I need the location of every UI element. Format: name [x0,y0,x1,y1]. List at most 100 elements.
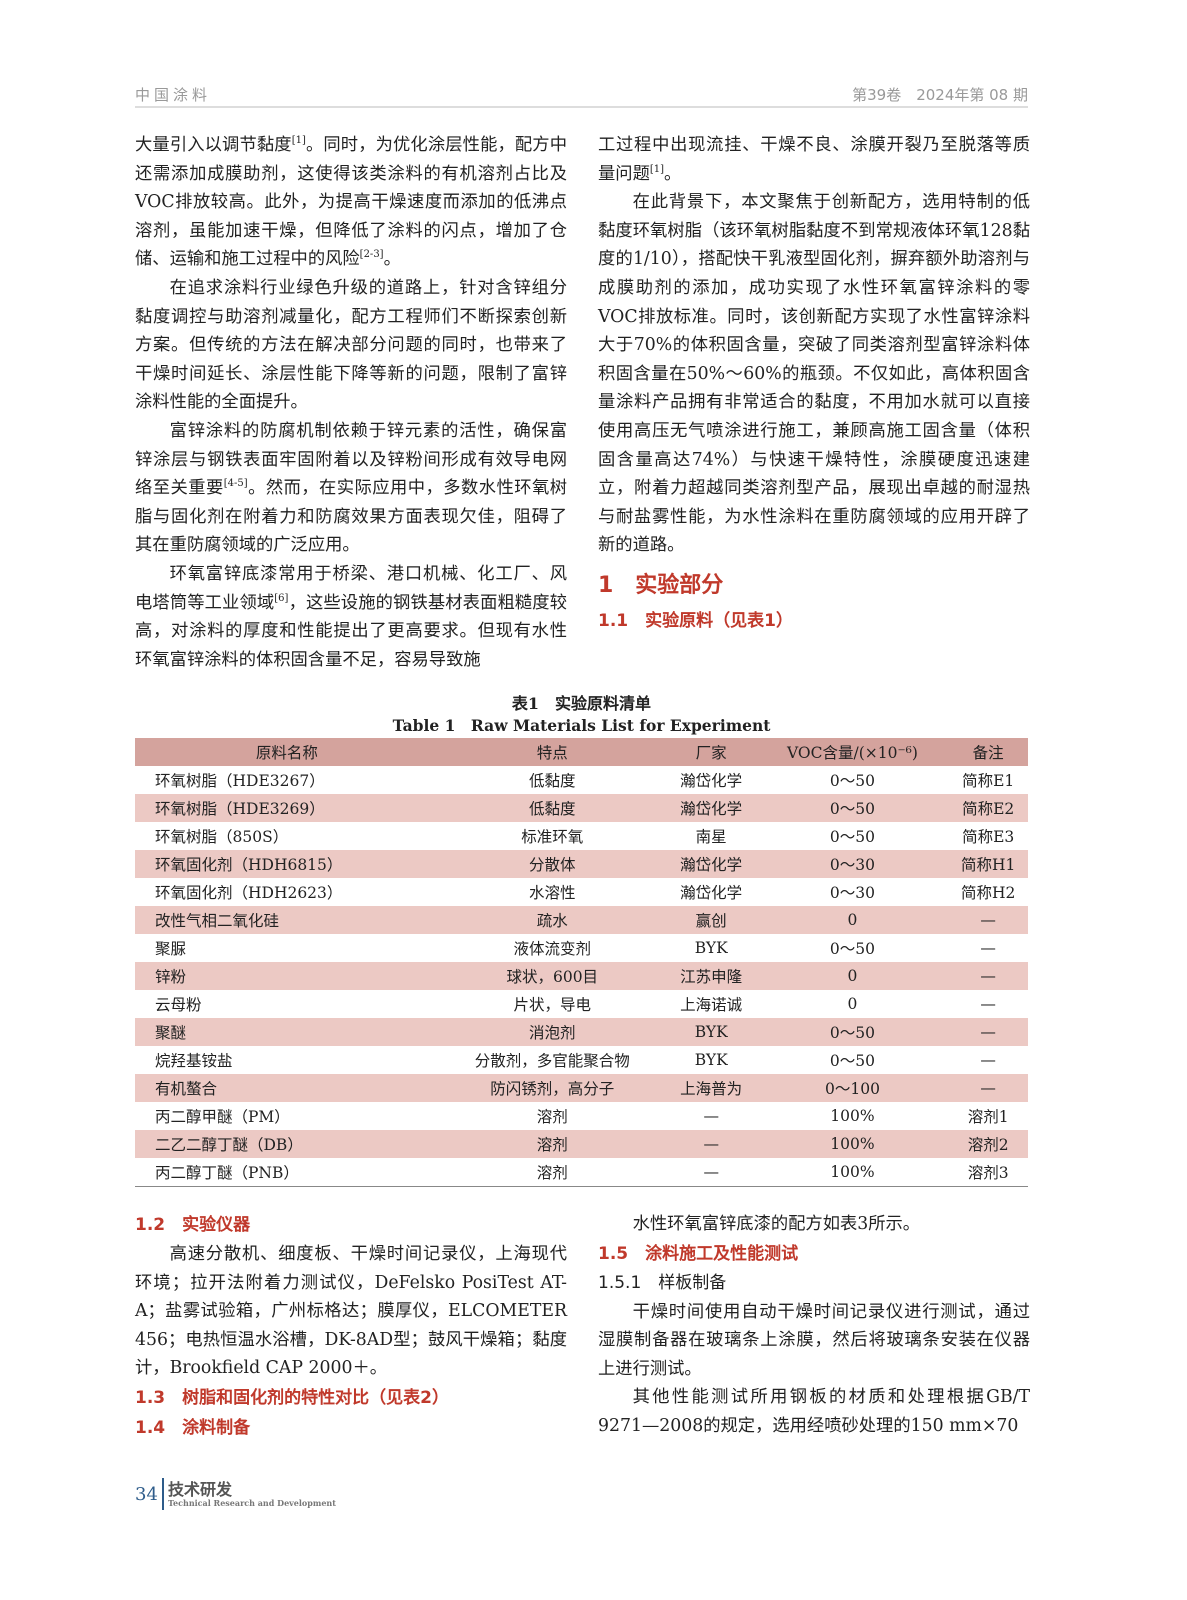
column-header: 备注 [948,738,1028,766]
table-cell: 溶剂2 [948,1130,1028,1158]
running-header: 中国涂料 第39卷 2024年第 08 期 [135,84,1028,108]
paragraph: 富锌涂料的防腐机制依赖于锌元素的活性，确保富锌涂层与钢铁表面牢固附着以及锌粉间形… [135,420,567,556]
table-cell: 二乙二醇丁醚（DB） [135,1130,439,1158]
table-cell: 0 [756,962,949,990]
column-header: 原料名称 [135,738,439,766]
table-caption-en: Table 1 Raw Materials List for Experimen… [392,716,771,735]
table-row: 环氧固化剂（HDH6815） 分散体 瀚岱化学 0～30 简称H1 [135,850,1028,878]
table-cell: 烷羟基铵盐 [155,1052,233,1070]
table-cell: 上海普为 [665,1074,757,1102]
table-cell: 0 [847,995,858,1013]
table-row: 聚醚 消泡剂 BYK 0～50— [135,1018,1028,1046]
table-row: 锌粉 球状，600目 江苏申隆 0— [135,962,1028,990]
table-cell: 简称H1 [948,850,1028,878]
subsection-heading: 1.4 涂料制备 [135,1417,251,1438]
table-cell: 简称E1 [962,772,1015,790]
table-cell: 锌粉 [135,962,439,990]
table-cell: — [948,1074,1028,1102]
table-cell: 球状，600目 [438,962,666,990]
page-number: 34 [135,1484,158,1505]
table-cell: 环氧树脂（850S） [155,828,289,846]
subsection-heading: 1.1 实验原料（见表1） [598,610,793,631]
table-cell: 0～50 [756,1018,949,1046]
table-cell: 聚醚 [135,1018,439,1046]
table-cell: 溶剂 [536,1163,568,1182]
table-cell: 溶剂3 [967,1163,1009,1182]
table-cell: 0～100 [756,1074,949,1102]
section-name-en: Technical Research and Development [168,1498,336,1508]
table-cell: 低黏度 [438,794,666,822]
table-cell: 上海诺诚 [680,996,743,1014]
table-row: 改性气相二氧化硅 疏水 赢创 0— [135,906,1028,934]
table-cell: — [980,939,996,957]
table-cell: 溶剂1 [967,1108,1009,1126]
lower-left-column: 1.2 实验仪器 高速分散机、细度板、干燥时间记录仪，上海现代环境；拉开法附着力… [135,1210,567,1443]
table-cell: — [948,1018,1028,1046]
table-row: 环氧树脂（HDE3267） 低黏度 瀚岱化学 0～50 简称E1 [135,766,1028,794]
paragraph: 大量引入以调节黏度[1]。同时，为优化涂层性能，配方中还需添加成膜助剂，这使得该… [135,135,567,270]
table-cell: 疏水 [438,906,666,934]
table-cell: 标准环氧 [521,828,584,846]
table-row: 环氧树脂（HDE3269） 低黏度 瀚岱化学 0～50 简称E2 [135,794,1028,822]
lower-right-column: 水性环氧富锌底漆的配方如表3所示。 1.5 涂料施工及性能测试 1.5.1 样板… [598,1210,1030,1441]
table-cell: 0～50 [829,772,875,790]
table-cell: 南星 [695,828,727,846]
table-cell: — [703,1162,719,1181]
table-cell: — [980,1051,996,1069]
table-row: 丙二醇丁醚（PNB） 溶剂 — 100% 溶剂3 [135,1158,1028,1186]
table-cell: 环氧固化剂（HDH6815） [135,850,439,878]
table-cell: 有机螯合 [135,1074,439,1102]
table-cell: 100% [830,1107,875,1125]
table-cell: 环氧树脂（HDE3269） [135,794,439,822]
paragraph: 在追求涂料行业绿色升级的道路上，针对含锌组分黏度调控与助溶剂减量化，配方工程师们… [135,277,567,413]
table-cell: 0 [756,906,949,934]
paragraph: 环氧富锌底漆常用于桥梁、港口机械、化工厂、风电塔筒等工业领域[6]，这些设施的钢… [135,563,567,670]
table-cell: 瀚岱化学 [665,850,757,878]
table-cell: 低黏度 [529,772,576,790]
table-cell: 防闪锈剂，高分子 [438,1074,666,1102]
table-cell: 100% [830,1162,875,1181]
footer-divider [162,1478,164,1510]
table-cell: 丙二醇丁醚（PNB） [155,1163,299,1182]
table-cell: — [703,1107,719,1125]
section-heading: 1 实验部分 [598,572,724,598]
table-cell: 改性气相二氧化硅 [135,906,439,934]
table-row: 云母粉 片状，导电 上海诺诚 0 — [135,990,1028,1018]
table-cell: 环氧树脂（HDE3267） [155,772,325,790]
raw-materials-table: 原料名称 特点 厂家 VOC含量/(×10⁻⁶) 备注 环氧树脂（HDE3267… [135,738,1028,1187]
table-cell: 聚脲 [155,940,187,958]
paragraph: 干燥时间使用自动干燥时间记录仪进行测试，通过湿膜制备器在玻璃条上涂膜，然后将玻璃… [598,1301,1030,1379]
paragraph: 工过程中出现流挂、干燥不良、涂膜开裂乃至脱落等质量问题[1]。 [598,135,1030,184]
table-cell: 简称E3 [962,828,1015,846]
table-cell: 简称H2 [960,884,1016,902]
table-cell: 消泡剂 [438,1018,666,1046]
paragraph: 高速分散机、细度板、干燥时间记录仪，上海现代环境；拉开法附着力测试仪，DeFel… [135,1244,567,1379]
subsection-heading: 1.5 涂料施工及性能测试 [598,1243,799,1264]
table-cell: 0～50 [756,794,949,822]
table-row: 环氧固化剂（HDH2623） 水溶性 瀚岱化学 0～30 简称H2 [135,878,1028,906]
table-cell: 0～30 [756,850,949,878]
table-row: 二乙二醇丁醚（DB） 溶剂 —100% 溶剂2 [135,1130,1028,1158]
table-cell: — [948,906,1028,934]
table-cell: 0～50 [829,828,875,846]
table-cell: 云母粉 [155,996,202,1014]
table-cell: 简称E2 [948,794,1028,822]
table-cell: 100% [756,1130,949,1158]
table-cell: 液体流变剂 [513,940,592,958]
table-cell: 瀚岱化学 [680,772,743,790]
table-cell: BYK [694,939,728,957]
table-row: 聚脲 液体流变剂 BYK 0～50 — [135,934,1028,962]
table-cell: BYK [694,1051,728,1069]
column-header: 厂家 [665,738,757,766]
table-cell: 丙二醇甲醚（PM） [155,1108,290,1126]
table-cell: 赢创 [665,906,757,934]
table-header-row: 原料名称 特点 厂家 VOC含量/(×10⁻⁶) 备注 [135,738,1028,766]
column-header: VOC含量/(×10⁻⁶) [756,738,949,766]
table-cell: 瀚岱化学 [680,884,743,902]
table-row: 有机螯合 防闪锈剂，高分子 上海普为 0～100— [135,1074,1028,1102]
table-cell: 分散剂，多官能聚合物 [474,1052,630,1070]
table-cell: — [948,962,1028,990]
table-cell: 分散体 [438,850,666,878]
table-cell: 0～50 [829,940,875,958]
subsubsection-heading: 1.5.1 样板制备 [598,1272,727,1293]
